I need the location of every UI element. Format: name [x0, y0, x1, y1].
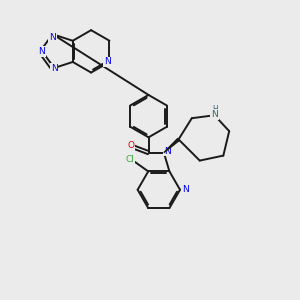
Text: N: N: [211, 110, 218, 119]
Text: N: N: [49, 33, 56, 42]
Text: N: N: [38, 47, 45, 56]
Text: N: N: [164, 147, 171, 156]
Text: N: N: [182, 185, 189, 194]
Text: N: N: [51, 64, 57, 73]
Text: O: O: [128, 141, 134, 150]
Polygon shape: [164, 138, 179, 153]
Text: H: H: [212, 105, 218, 114]
Text: Cl: Cl: [125, 154, 134, 164]
Text: N: N: [104, 58, 110, 67]
